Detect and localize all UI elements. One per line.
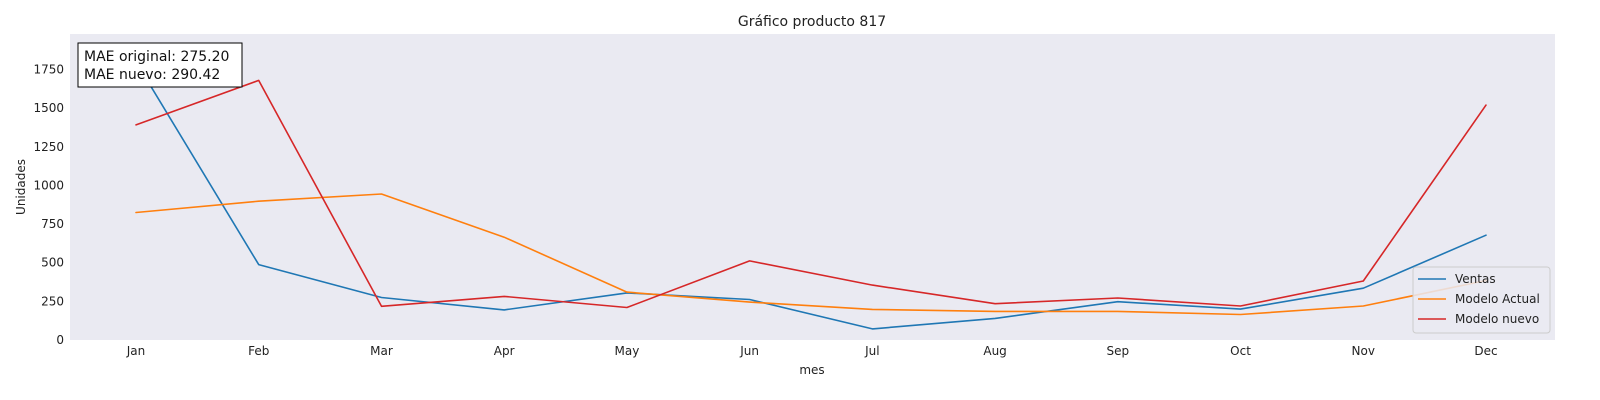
legend-label-modelo-nuevo: Modelo nuevo xyxy=(1455,312,1539,326)
y-tick-label: 0 xyxy=(56,333,64,347)
x-axis-label: mes xyxy=(799,363,824,377)
annotation-line-2: MAE nuevo: 290.42 xyxy=(84,67,220,83)
annotation-line-1: MAE original: 275.20 xyxy=(84,49,229,65)
legend: Ventas Modelo Actual Modelo nuevo xyxy=(1412,266,1551,334)
y-tick-label: 1500 xyxy=(33,101,64,115)
series-layer xyxy=(135,60,1487,330)
legend-label-ventas: Ventas xyxy=(1455,272,1496,286)
legend-box xyxy=(1412,266,1551,334)
series-line-ventas xyxy=(135,60,1487,330)
x-tick-label: Jan xyxy=(126,344,146,358)
series-line-modelo-actual xyxy=(135,193,1487,316)
x-tick-label: Nov xyxy=(1352,344,1375,358)
annotation-box xyxy=(77,42,243,88)
x-axis-ticks: Jan Feb Mar Apr May Jun Jul Aug Sep Oct Nov Dec xyxy=(126,344,1498,358)
x-tick-label: Oct xyxy=(1230,344,1251,358)
y-tick-label: 750 xyxy=(41,217,64,231)
x-tick-label: Mar xyxy=(370,344,393,358)
x-tick-label: Sep xyxy=(1107,344,1130,358)
y-tick-label: 1000 xyxy=(33,178,64,192)
x-tick-label: Aug xyxy=(983,344,1006,358)
mae-annotation: MAE original: 275.20 MAE nuevo: 290.42 xyxy=(77,42,243,88)
x-tick-label: Dec xyxy=(1474,344,1497,358)
chart-title: Gráfico producto 817 xyxy=(738,14,886,30)
y-tick-label: 500 xyxy=(41,256,64,270)
y-axis-label: Unidades xyxy=(14,159,28,215)
y-tick-label: 250 xyxy=(41,294,64,308)
legend-label-modelo-actual: Modelo Actual xyxy=(1455,292,1540,306)
x-tick-label: Jul xyxy=(864,344,879,358)
x-tick-label: May xyxy=(615,344,640,358)
x-tick-label: Feb xyxy=(248,344,269,358)
y-axis-ticks: 0 250 500 750 1000 1250 1500 1750 xyxy=(33,63,64,347)
y-tick-label: 1250 xyxy=(33,140,64,154)
series-line-modelo-nuevo xyxy=(135,79,1487,309)
x-tick-label: Apr xyxy=(494,344,515,358)
y-tick-label: 1750 xyxy=(33,63,64,77)
x-tick-label: Jun xyxy=(739,344,759,358)
